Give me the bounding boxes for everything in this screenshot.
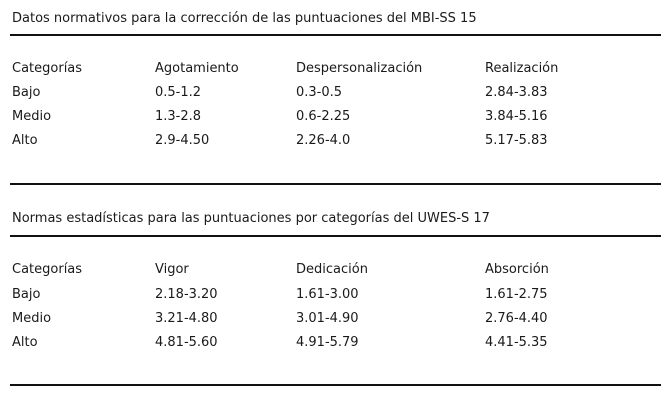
table-cell: 3.84-5.16 [485, 109, 548, 124]
table-cell: 4.81-5.60 [155, 335, 218, 350]
table-cell: Medio [12, 109, 52, 124]
column-header: Agotamiento [155, 61, 239, 76]
table-cell: 3.21-4.80 [155, 311, 218, 326]
table-row: Alto 2.9-4.50 2.26-4.0 5.17-5.83 [0, 133, 666, 153]
table-cell: 0.5-1.2 [155, 85, 202, 100]
table-cell: 3.01-4.90 [296, 311, 359, 326]
table-cell: 0.3-0.5 [296, 85, 343, 100]
table-cell: 2.18-3.20 [155, 287, 218, 302]
table-row: Medio 3.21-4.80 3.01-4.90 2.76-4.40 [0, 311, 666, 331]
table-cell: 1.61-3.00 [296, 287, 359, 302]
table-cell: Bajo [12, 287, 41, 302]
table-cell: 1.61-2.75 [485, 287, 548, 302]
table-cell: 2.76-4.40 [485, 311, 548, 326]
table-cell: 4.91-5.79 [296, 335, 359, 350]
column-header: Vigor [155, 262, 189, 277]
column-header: Realización [485, 61, 559, 76]
table-row: Alto 4.81-5.60 4.91-5.79 4.41-5.35 [0, 335, 666, 355]
column-header: Categorías [12, 61, 83, 76]
table-header-row: Categorías Vigor Dedicación Absorción [0, 262, 666, 282]
table-cell: Alto [12, 133, 38, 148]
table-top-rule [10, 235, 661, 237]
table-cell: 1.3-2.8 [155, 109, 202, 124]
column-header: Despersonalización [296, 61, 423, 76]
table-caption: Normas estadísticas para las puntuacione… [12, 211, 490, 226]
table-caption: Datos normativos para la corrección de l… [12, 11, 477, 26]
table-bottom-rule [10, 384, 661, 386]
column-header: Categorías [12, 262, 83, 277]
table-cell: Bajo [12, 85, 41, 100]
table-top-rule [10, 34, 661, 36]
table-row: Medio 1.3-2.8 0.6-2.25 3.84-5.16 [0, 109, 666, 129]
table-row: Bajo 2.18-3.20 1.61-3.00 1.61-2.75 [0, 287, 666, 307]
table-cell: 2.9-4.50 [155, 133, 210, 148]
table-cell: Alto [12, 335, 38, 350]
table-cell: 2.26-4.0 [296, 133, 351, 148]
column-header: Absorción [485, 262, 549, 277]
column-header: Dedicación [296, 262, 368, 277]
table-cell: 0.6-2.25 [296, 109, 351, 124]
table-row: Bajo 0.5-1.2 0.3-0.5 2.84-3.83 [0, 85, 666, 105]
table-header-row: Categorías Agotamiento Despersonalizació… [0, 61, 666, 81]
table-bottom-rule [10, 183, 661, 185]
table-cell: 4.41-5.35 [485, 335, 548, 350]
table-cell: 2.84-3.83 [485, 85, 548, 100]
table-cell: 5.17-5.83 [485, 133, 548, 148]
table-cell: Medio [12, 311, 52, 326]
